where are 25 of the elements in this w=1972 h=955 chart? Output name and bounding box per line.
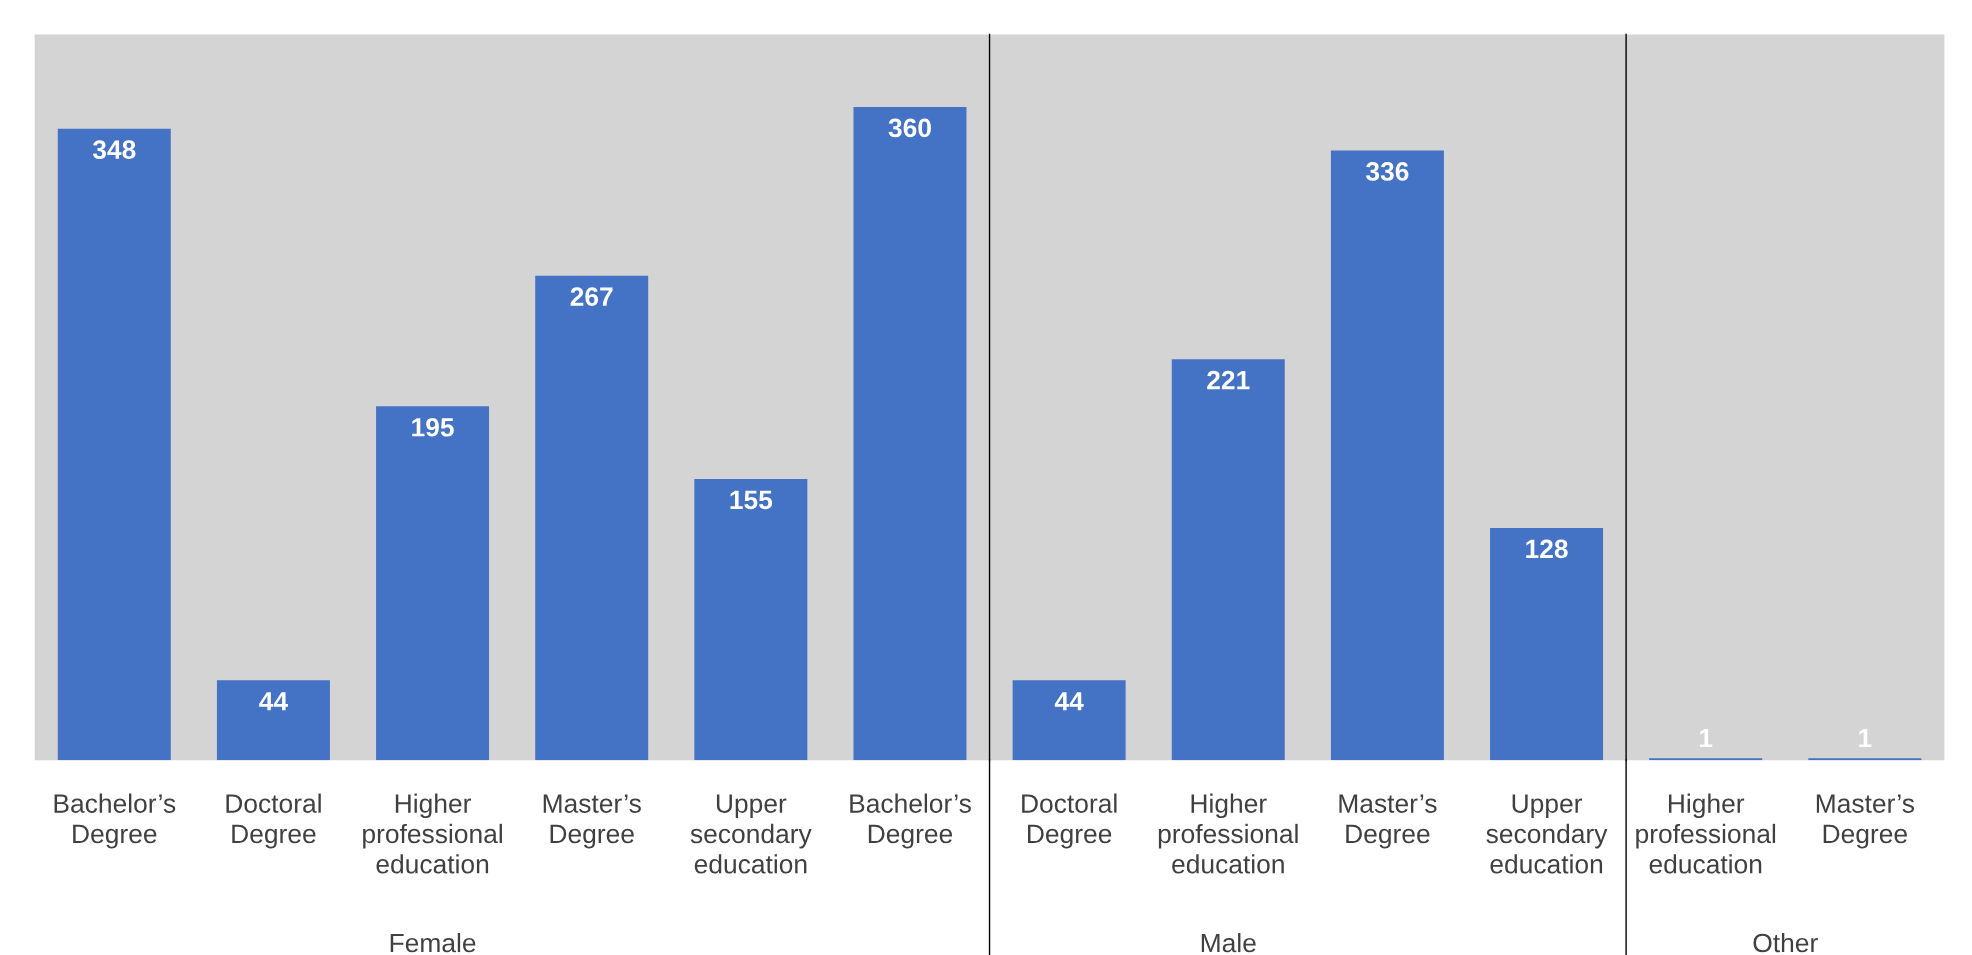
text: Other bbox=[1753, 932, 1818, 953]
x-tick-label: Higher professional education bbox=[1636, 793, 1776, 874]
data-label: 221 bbox=[1207, 370, 1250, 390]
x-tick-label: Upper secondary education bbox=[690, 794, 812, 874]
x-tick-label: Master’s Degree bbox=[543, 794, 641, 849]
data-label: 44 bbox=[259, 692, 288, 711]
x-tick-label: Master’s Degree bbox=[1816, 794, 1914, 849]
text: Male bbox=[1201, 932, 1256, 953]
x-tick-label: Higher professional education bbox=[363, 793, 502, 874]
data-label: 155 bbox=[730, 490, 773, 510]
data-label: 128 bbox=[1526, 539, 1568, 559]
data-label: 336 bbox=[1365, 162, 1409, 181]
x-tick-label: Doctoral Degree bbox=[1022, 793, 1117, 849]
x-tick-label: Master’s Degree bbox=[1339, 794, 1437, 849]
data-label: 360 bbox=[888, 118, 931, 138]
x-tick-label: Upper secondary education bbox=[1486, 794, 1608, 874]
x-tick-label: Higher professional education bbox=[1158, 793, 1298, 874]
x-tick-label: Doctoral Degree bbox=[226, 793, 321, 849]
x-tick-label: Bachelor’s Degree bbox=[850, 793, 971, 849]
text: Female bbox=[390, 932, 476, 953]
data-label: 44 bbox=[1054, 692, 1084, 711]
x-tick-label: Bachelor’s Degree bbox=[54, 793, 176, 849]
data-label: 348 bbox=[92, 140, 136, 160]
data-label: 195 bbox=[412, 417, 454, 437]
data-label: 267 bbox=[570, 287, 613, 306]
